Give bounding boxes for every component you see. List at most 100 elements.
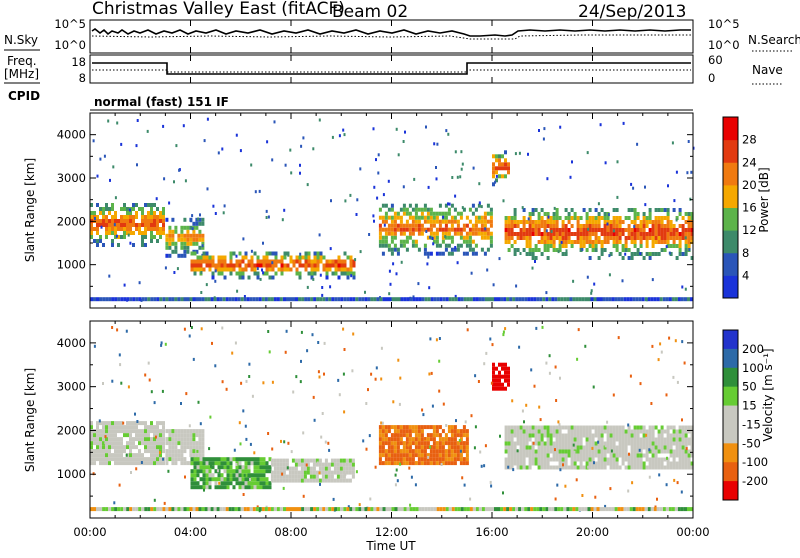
power-cell <box>534 248 538 252</box>
velocity-cell <box>138 437 141 442</box>
velocity-cell <box>199 469 203 474</box>
velocity-cell <box>132 425 135 430</box>
velocity-cell <box>99 421 102 426</box>
power-cell <box>591 228 595 232</box>
power-cell <box>120 223 123 227</box>
velocity-cell <box>597 465 601 470</box>
velocity-scatter-cell <box>665 393 668 397</box>
power-cell <box>669 236 673 240</box>
velocity-near-range-cell <box>192 507 196 512</box>
power-cell <box>660 248 664 252</box>
velocity-cell <box>390 449 394 454</box>
velocity-cell <box>600 465 604 470</box>
power-near-range-cell <box>491 297 494 302</box>
velocity-cell <box>633 429 637 434</box>
power-cell <box>672 208 676 212</box>
velocity-cell <box>220 461 224 466</box>
power-cell <box>471 203 475 208</box>
velocity-cell <box>253 465 257 470</box>
velocity-cell <box>672 429 676 434</box>
power-cell <box>606 216 610 220</box>
velocity-cell <box>265 485 269 490</box>
velocity-scatter-cell <box>408 466 411 470</box>
power-scatter-cell <box>364 290 366 294</box>
velocity-cell <box>330 478 334 483</box>
power-cell <box>492 182 495 187</box>
power-cell <box>543 212 547 216</box>
velocity-cell <box>105 461 108 466</box>
power-cell <box>678 212 682 216</box>
velocity-scatter-cell <box>221 326 224 330</box>
velocity-cell <box>594 441 598 446</box>
velocity-cell <box>300 466 304 471</box>
velocity-cell <box>447 437 451 442</box>
power-cell <box>429 211 433 216</box>
velocity-cell <box>438 457 442 462</box>
velocity-cell <box>153 437 156 442</box>
velocity-cell <box>603 461 607 466</box>
power-near-range-cell <box>156 297 160 302</box>
velocity-near-range-cell <box>156 507 160 512</box>
power-cell <box>468 207 472 212</box>
power-cell <box>657 224 661 228</box>
freq-label-line2: [MHz] <box>4 67 39 81</box>
power-cell <box>408 215 412 220</box>
power-scatter-cell <box>242 237 245 241</box>
velocity-near-range-cell <box>665 507 669 512</box>
power-scatter-cell <box>214 269 217 273</box>
power-cell <box>438 211 442 216</box>
power-scatter-cell <box>191 214 194 218</box>
velocity-cell <box>591 465 595 470</box>
power-near-range-cell <box>228 297 232 302</box>
velocity-cell <box>558 461 562 466</box>
power-cell <box>402 211 406 216</box>
velocity-cell <box>522 441 526 446</box>
power-cell <box>426 215 430 220</box>
power-cell <box>381 235 385 240</box>
power-cell <box>271 267 275 272</box>
velocity-cell <box>516 441 520 446</box>
power-cell <box>408 235 412 240</box>
power-near-range-cell <box>439 297 443 302</box>
power-cell <box>417 223 421 228</box>
power-cell <box>132 231 135 235</box>
velocity-cell <box>279 458 283 463</box>
velocity-cell <box>624 429 628 434</box>
velocity-cell <box>126 441 129 446</box>
velocity-cell <box>198 441 202 446</box>
velocity-cell <box>174 433 178 438</box>
velocity-cell <box>129 429 132 434</box>
power-cell <box>238 267 242 272</box>
velocity-cell <box>588 453 592 458</box>
velocity-cell <box>90 441 93 446</box>
power-colorbar-segment <box>723 162 738 186</box>
velocity-cell <box>504 465 508 470</box>
velocity-scatter-cell <box>479 450 482 454</box>
velocity-cell <box>429 433 433 438</box>
power-cell <box>105 203 108 207</box>
power-near-range-cell <box>201 297 205 302</box>
power-cell <box>162 223 165 227</box>
velocity-cell <box>132 441 135 446</box>
power-cell <box>672 224 676 228</box>
power-cell <box>681 236 685 240</box>
power-colorbar-label: Power [dB] <box>757 167 771 232</box>
power-scatter-cell <box>447 132 450 136</box>
velocity-cell <box>636 441 640 446</box>
velocity-cell <box>645 457 649 462</box>
velocity-near-range-cell <box>620 507 624 512</box>
power-cell <box>408 223 412 228</box>
velocity-cell <box>117 437 120 442</box>
power-cell <box>153 215 156 219</box>
velocity-cell <box>540 441 544 446</box>
power-cell <box>633 236 637 240</box>
velocity-near-range-cell <box>671 507 675 512</box>
power-cell <box>226 263 230 268</box>
power-near-range-cell <box>207 297 211 302</box>
power-cell <box>684 212 688 216</box>
power-cell <box>144 219 147 223</box>
power-cell <box>99 239 102 243</box>
power-cell <box>117 227 120 231</box>
velocity-cell <box>600 449 604 454</box>
velocity-cell <box>135 429 138 434</box>
